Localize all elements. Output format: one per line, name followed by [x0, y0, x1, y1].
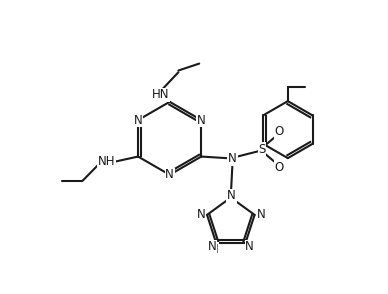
Text: N: N [245, 240, 254, 253]
Text: N: N [256, 207, 265, 220]
Text: N: N [227, 189, 236, 202]
Text: N: N [208, 240, 217, 253]
Text: N: N [165, 168, 174, 181]
Text: N: N [228, 152, 237, 165]
Text: S: S [258, 143, 266, 156]
Text: N: N [134, 113, 142, 126]
Text: N: N [196, 208, 205, 221]
Text: N: N [210, 243, 219, 255]
Text: NH: NH [98, 155, 116, 168]
Text: N: N [256, 208, 265, 221]
Text: N: N [197, 113, 206, 126]
Text: HN: HN [152, 88, 170, 101]
Text: O: O [275, 161, 284, 174]
Text: O: O [275, 125, 284, 138]
